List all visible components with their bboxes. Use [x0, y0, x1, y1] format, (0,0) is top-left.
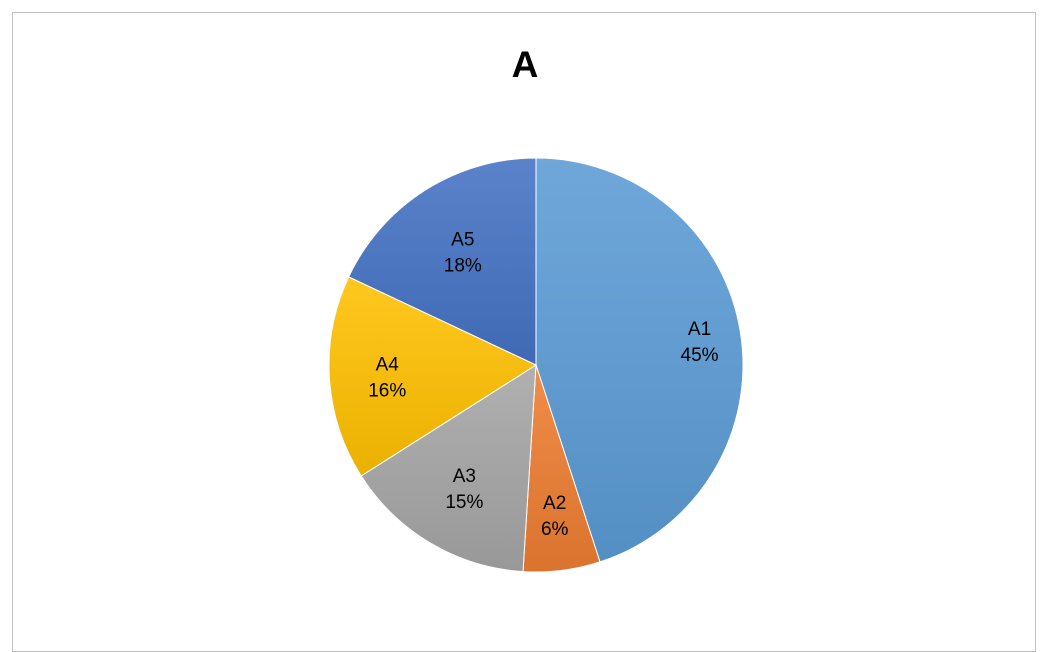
data-label-a5: A5 18%: [444, 230, 482, 277]
data-label-a3: A3 15%: [445, 466, 483, 513]
data-label-a2: A2 6%: [541, 493, 569, 540]
pie-slice-a1: [535, 157, 744, 563]
pie-slice-a4: [328, 276, 538, 477]
data-label-a4: A4 16%: [368, 354, 406, 401]
labels-layer: A1 45% A2 6% A3 15% A4 16% A5 18%: [368, 230, 718, 540]
data-label-a1: A1 45%: [681, 319, 719, 366]
pie-slice-a5: [348, 157, 537, 366]
chart-title: A: [511, 44, 539, 85]
slices-layer: [328, 157, 744, 573]
pie-slice-a3: [360, 364, 537, 573]
pie-chart: A1 45% A2 6% A3 15% A4 16% A5 18%: [328, 157, 744, 573]
